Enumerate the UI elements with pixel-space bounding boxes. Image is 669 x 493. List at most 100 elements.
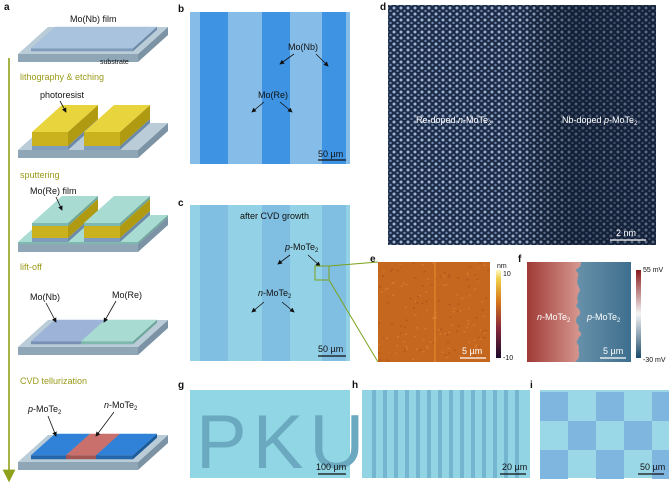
slab-side [68,196,98,226]
afm-grain [433,342,436,345]
label: after CVD growth [240,211,309,221]
arrow [251,101,265,113]
checker-square [568,421,596,450]
afm-grain [467,307,470,310]
label: p-MoTe2 [586,312,621,324]
afm-grain [478,351,481,353]
zoom-line [328,279,379,363]
afm-grain [481,300,484,303]
afm-grain [444,354,447,357]
zoom-line [328,261,379,267]
afm-grain [477,336,480,339]
slab-side [138,217,168,252]
panel-label: b [178,4,184,15]
arrow [307,254,321,267]
label: Mo(Nb) [288,42,318,52]
scale-label: 5 µm [603,346,623,356]
afm-grain [405,319,408,321]
label: substrate [100,59,129,66]
afm-grain [424,328,427,330]
schematic-labels: Mo(Nb) film substrate photoresist Mo(Re)… [27,14,142,437]
afm-grain [455,330,458,332]
afm-grain [414,335,417,338]
slab-front [84,132,120,146]
process-schematic [18,26,168,470]
text: 2 [488,121,492,127]
slab-front [18,242,138,244]
afm-grain [467,285,470,288]
slab-side [133,26,157,52]
afm-grain [444,333,447,335]
afm-grain [482,355,485,358]
afm-grain [449,316,452,318]
afm-grain [482,330,485,333]
afm-grain [392,281,395,284]
pattern-text: PKU [196,400,370,485]
kpfm-region [527,262,582,362]
arrow [103,300,117,323]
scale-label: 100 µm [316,462,346,472]
checker-square [624,421,652,450]
afm-grain [476,279,479,281]
afm-grain [483,315,486,318]
label: n-MoTe2 [258,288,292,300]
slab-front [31,455,66,460]
afm-grain [477,346,480,348]
afm-grain [379,359,382,361]
afm-grain [479,329,482,331]
stem-shade [388,5,656,245]
afm-grain [414,314,417,316]
color-bar-label: -30 mV [643,357,666,364]
afm-grain [394,352,397,355]
stripe [372,390,376,478]
panel-label: e [370,254,376,265]
afm-grain [457,303,460,305]
afm-grain [395,344,398,347]
stripe-pattern [372,390,519,478]
text: n [537,312,542,322]
afm-grain [399,325,402,327]
panel-label: f [518,254,522,265]
text: p [586,312,592,322]
stripe [471,390,475,478]
panel-label: a [4,2,10,13]
afm-grain [445,356,448,359]
slab-side [133,433,157,460]
slab-front [96,455,133,460]
afm-grain [404,306,407,309]
afm-grain [452,310,455,313]
stripe [262,205,290,361]
afm-grain [384,288,387,291]
afm-grain [414,300,417,302]
checker-square [596,450,624,479]
afm-grain [445,284,448,286]
afm-grain [468,295,471,297]
label: Re-doped n-MoTe2 [416,115,492,127]
afm-grain [432,317,435,320]
afm-grain [456,293,459,296]
afm-grain [441,351,444,353]
afm-grain [422,339,425,342]
afm-grain [443,275,446,277]
afm-grain [483,331,486,334]
afm-grain [463,330,466,333]
afm-grain [421,285,424,287]
scale-label: 20 µm [502,462,527,472]
afm-grain [431,262,434,264]
slab-top [96,433,157,456]
arrow [277,254,291,265]
afm-grain [451,324,454,326]
afm-grain [475,344,478,347]
checker-square [652,450,669,479]
label: Mo(Nb) film [70,14,117,24]
slab-front [66,455,96,460]
afm-grain [474,273,477,275]
afm-grain [482,309,484,311]
label: Mo(Re) [258,90,288,100]
text: p [27,404,33,414]
text: 2 [288,294,292,300]
afm-grain [466,326,469,329]
afm-grain [417,295,419,298]
label: p-MoTe2 [27,404,62,416]
